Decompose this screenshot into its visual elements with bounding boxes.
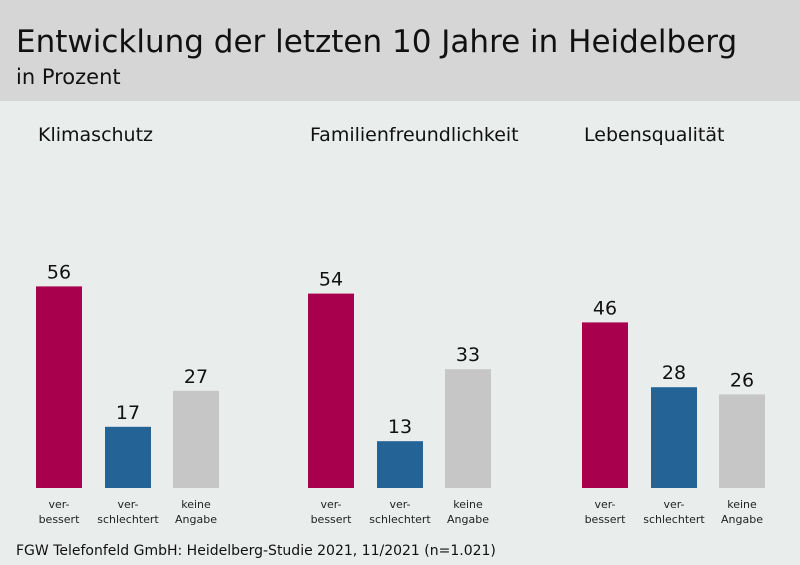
chart-subtitle: in Prozent [16,65,121,89]
category-label: bessert [311,513,353,526]
bar-verbessert [36,286,82,488]
category-label: keine [453,498,483,511]
bar-keine-angabe [719,394,765,488]
source-note: FGW Telefonfeld GmbH: Heidelberg-Studie … [16,543,496,559]
category-label: keine [727,498,757,511]
chart-title: Entwicklung der letzten 10 Jahre in Heid… [16,24,738,60]
category-label: Angabe [175,513,217,526]
bar-verschlechtert [377,441,423,488]
panel-title: Familienfreundlichkeit [310,124,519,146]
data-label: 13 [388,416,412,438]
header-band: Entwicklung der letzten 10 Jahre in Heid… [0,0,800,101]
category-label: ver- [320,498,341,511]
category-label: ver- [117,498,138,511]
data-label: 46 [593,297,617,319]
bar-keine-angabe [445,369,491,488]
category-label: ver- [663,498,684,511]
category-label: schlechtert [369,513,431,526]
bar-verschlechtert [651,387,697,488]
data-label: 26 [730,369,754,391]
data-label: 27 [184,366,208,388]
bar-keine-angabe [173,390,219,488]
panel-title: Klimaschutz [38,124,153,146]
panel-title: Lebensqualität [584,124,724,146]
category-label: Angabe [721,513,763,526]
data-label: 28 [662,362,686,384]
category-label: Angabe [447,513,489,526]
bar-verbessert [582,322,628,488]
data-label: 33 [456,344,480,366]
bar-verbessert [308,293,354,488]
category-label: bessert [39,513,81,526]
category-label: ver- [389,498,410,511]
data-label: 17 [116,402,140,424]
category-label: schlechtert [643,513,705,526]
bar-chart: Klimaschutz 56 ver-bessert 17 ver-schlechter… [36,124,765,526]
category-label: keine [181,498,211,511]
category-label: ver- [594,498,615,511]
data-label: 56 [47,261,71,283]
category-label: schlechtert [97,513,159,526]
category-label: ver- [48,498,69,511]
data-label: 54 [319,269,343,291]
bar-verschlechtert [105,426,151,488]
category-label: bessert [585,513,627,526]
